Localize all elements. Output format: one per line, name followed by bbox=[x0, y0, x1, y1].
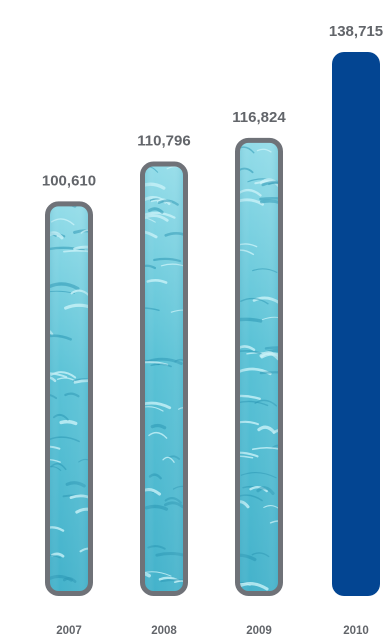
water-texture bbox=[141, 162, 187, 595]
bar-2008 bbox=[140, 161, 188, 596]
bar-fill bbox=[332, 52, 380, 596]
value-label-2007: 100,610 bbox=[42, 172, 96, 189]
tick-label-2010: 2010 bbox=[343, 625, 369, 637]
bar-border bbox=[45, 201, 93, 596]
water-texture bbox=[46, 202, 92, 595]
value-label-2009: 116,824 bbox=[232, 109, 286, 126]
bar-2010 bbox=[332, 52, 380, 596]
tick-label-2007: 2007 bbox=[56, 625, 82, 637]
bar-2007 bbox=[45, 201, 93, 596]
bars-layer bbox=[45, 52, 380, 596]
bar-2009 bbox=[235, 137, 283, 596]
water-texture bbox=[236, 138, 282, 595]
tick-label-2009: 2009 bbox=[246, 625, 272, 637]
value-label-2010: 138,715 bbox=[329, 23, 383, 40]
value-labels-layer: 100,610 110,796 116,824 138,715 bbox=[42, 23, 383, 189]
bar-border bbox=[140, 161, 188, 596]
x-axis-tick-labels: 2007 2008 2009 2010 bbox=[56, 625, 369, 637]
tick-label-2008: 2008 bbox=[151, 625, 177, 637]
bar-border bbox=[235, 137, 283, 596]
value-label-2008: 110,796 bbox=[137, 132, 190, 149]
